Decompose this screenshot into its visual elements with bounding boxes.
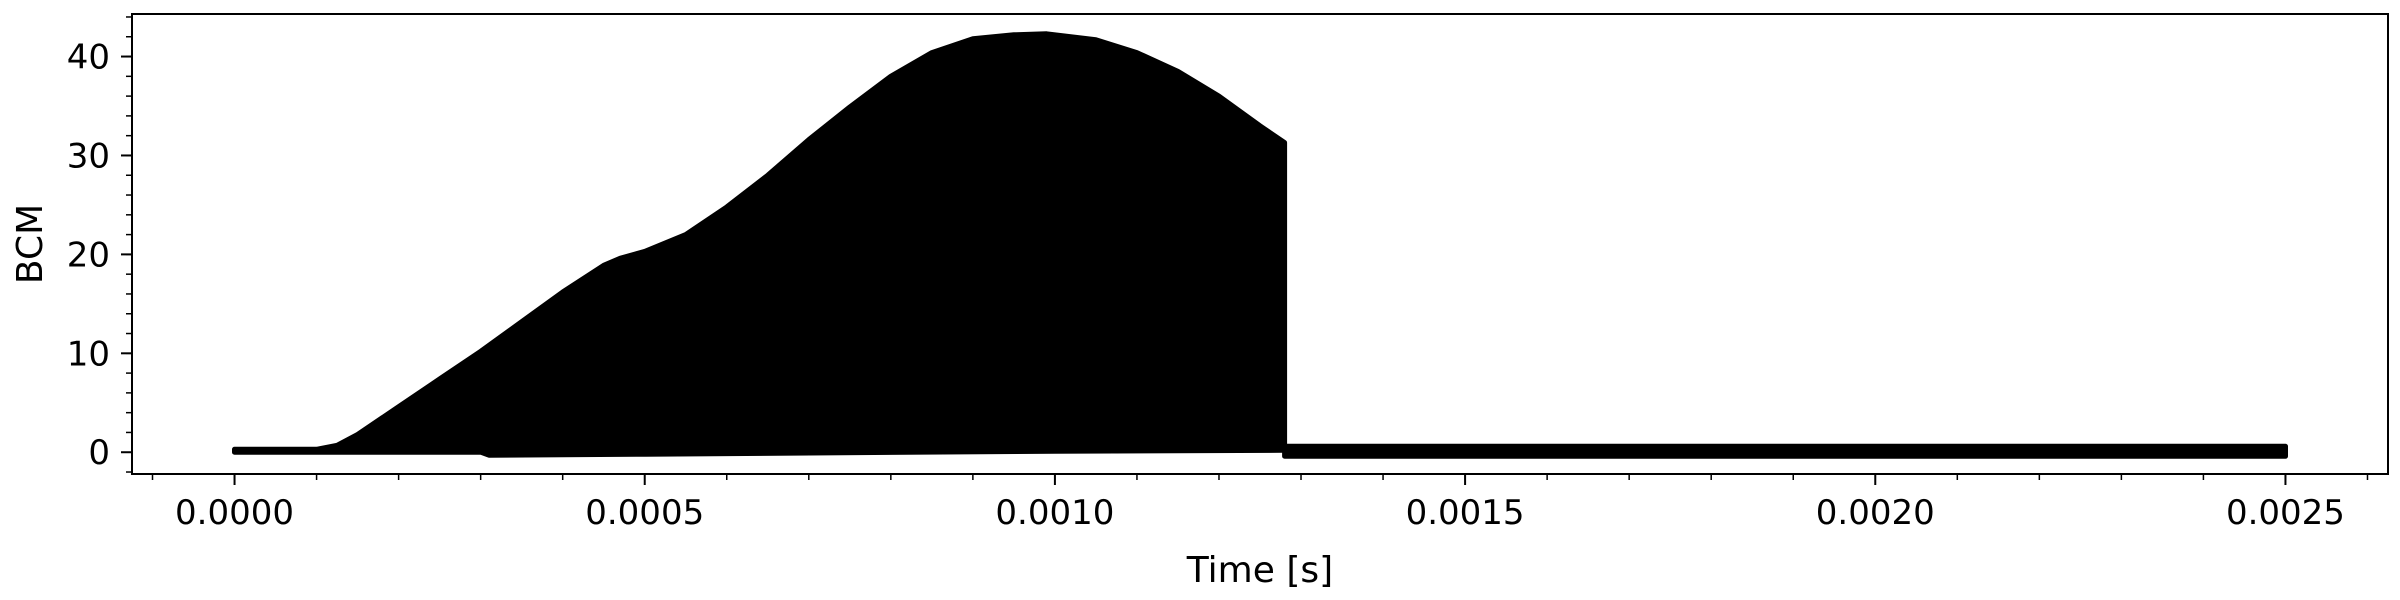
- y-tick-label: 20: [67, 235, 110, 275]
- x-tick-label: 0.0010: [995, 493, 1114, 533]
- x-axis: 0.0000 0.0005 0.0010 0.0015 0.0020 0.0025: [151, 474, 2369, 533]
- signal-series-2: [1282, 443, 2288, 459]
- axes-frame: [131, 13, 2389, 475]
- y-tick-label: 40: [67, 38, 110, 78]
- x-tick-label: 0.0015: [1406, 493, 1525, 533]
- x-axis-label: Time [s]: [1186, 550, 1333, 591]
- signal-series-1: [232, 31, 1288, 458]
- plot-area: [232, 31, 2288, 459]
- x-tick-label: 0.0020: [1816, 493, 1935, 533]
- x-tick-label: 0.0025: [2226, 493, 2345, 533]
- y-tick-label: 0: [88, 433, 110, 473]
- y-axis-label: BCM: [10, 204, 51, 284]
- y-axis: 0 10 20 30 40: [67, 16, 132, 473]
- x-tick-label: 0.0005: [585, 493, 704, 533]
- y-tick-label: 10: [67, 334, 110, 374]
- x-tick-label: 0.0000: [175, 493, 294, 533]
- y-tick-label: 30: [67, 136, 110, 176]
